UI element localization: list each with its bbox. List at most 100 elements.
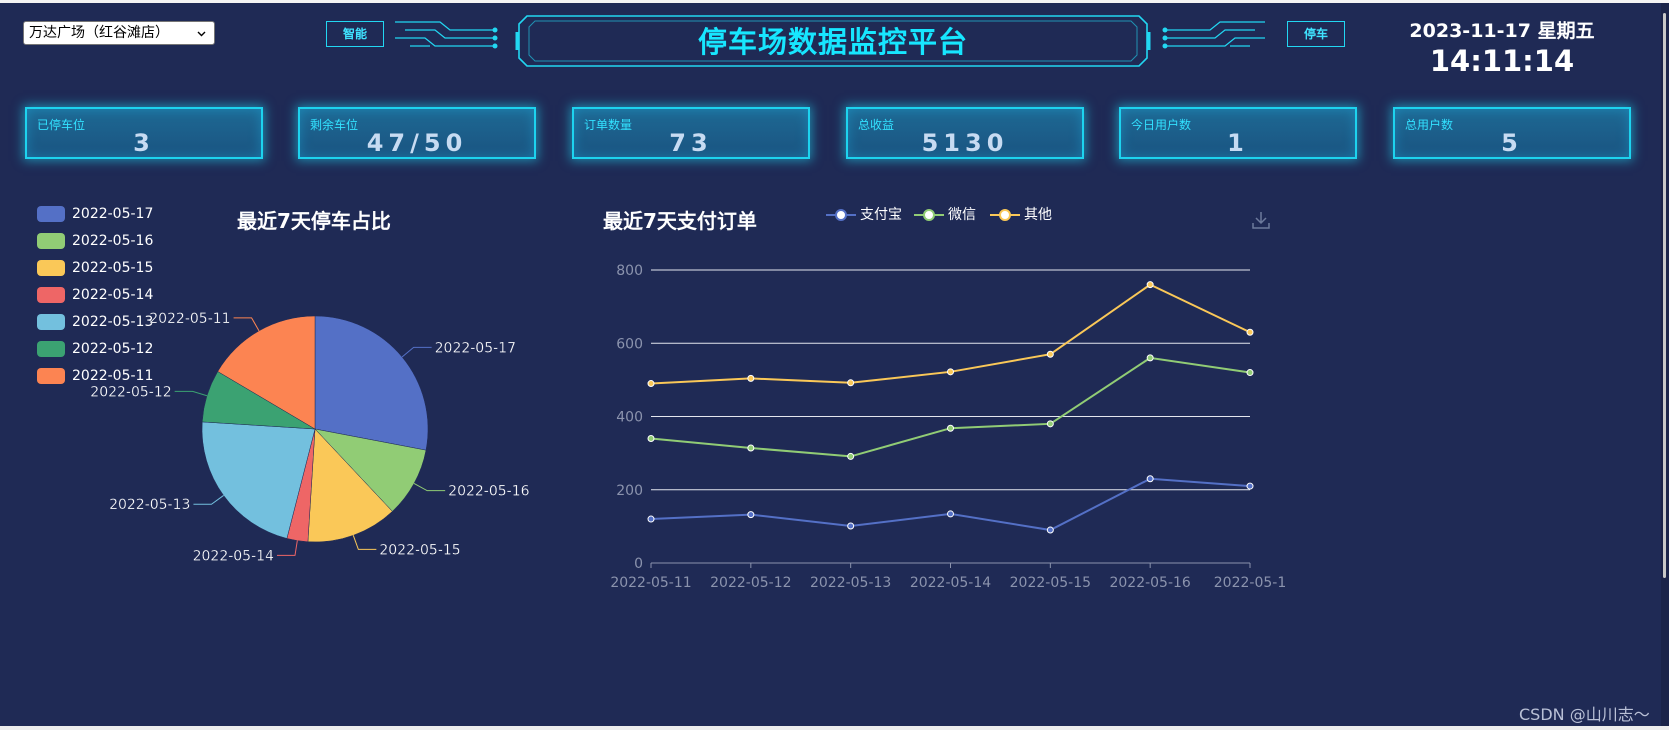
pie-label-line: [233, 317, 260, 332]
legend-label: 2022-05-17: [72, 206, 154, 222]
y-tick-label: 200: [616, 483, 643, 499]
legend-swatch: [37, 368, 65, 384]
y-tick-label: 800: [616, 263, 643, 279]
data-point[interactable]: [647, 434, 655, 442]
line-chart-title: 最近7天支付订单: [603, 209, 757, 233]
data-point[interactable]: [947, 510, 954, 518]
x-tick-label: 2022-05-16: [1109, 575, 1190, 591]
data-point[interactable]: [1146, 475, 1154, 483]
stat-label: 已停车位: [37, 118, 86, 132]
data-point[interactable]: [747, 444, 755, 452]
page-title: 停车场数据监控平台: [697, 25, 968, 59]
data-point[interactable]: [1246, 328, 1254, 336]
pie-chart: 2022-05-17 2022-05-16 2022-05-15 2022-05-14…: [90, 311, 530, 565]
tag-parking: 停车: [1287, 21, 1345, 47]
data-point[interactable]: [847, 522, 855, 530]
pie-slice-label: 2022-05-15: [379, 542, 460, 558]
stat-value: 73: [669, 129, 713, 157]
data-point[interactable]: [947, 424, 954, 432]
legend-line-icon: [914, 209, 944, 221]
stat-label: 今日用户数: [1131, 118, 1192, 132]
legend-label: 支付宝: [860, 207, 902, 223]
data-point[interactable]: [647, 515, 655, 523]
pie-slice[interactable]: [314, 428, 427, 512]
data-point[interactable]: [1046, 526, 1054, 534]
pie-chart-title: 最近7天停车占比: [237, 209, 391, 233]
legend-line-icon: [990, 209, 1020, 221]
top-border: [0, 0, 1669, 3]
current-date: 2023-11-17 星期五: [1409, 20, 1595, 42]
data-point[interactable]: [747, 511, 755, 519]
stat-card-remaining: 剩余车位 47/50: [298, 107, 536, 159]
stat-card-orders: 订单数量 73: [572, 107, 810, 159]
stat-label: 订单数量: [584, 118, 633, 132]
legend-label: 2022-05-11: [72, 368, 154, 384]
data-point[interactable]: [1046, 420, 1054, 428]
data-point[interactable]: [1246, 482, 1254, 490]
x-tick-label: 2022-05-14: [910, 575, 991, 591]
pie-slice-label: 2022-05-13: [109, 497, 190, 513]
location-select[interactable]: 万达广场（红谷滩店）: [23, 21, 215, 45]
pie-label-line: [174, 390, 208, 397]
legend-swatch: [37, 287, 65, 303]
data-point[interactable]: [1046, 350, 1054, 358]
legend-label: 2022-05-16: [72, 233, 154, 249]
x-tick-label: 2022-05-11: [610, 575, 691, 591]
x-tick-label: 2022-05-12: [710, 575, 791, 591]
pie-label-line: [276, 540, 298, 556]
download-icon[interactable]: [1251, 210, 1271, 230]
data-point[interactable]: [947, 368, 954, 376]
legend-label: 2022-05-12: [72, 341, 154, 357]
stat-value: 47/50: [366, 129, 468, 157]
stat-value: 5: [1501, 129, 1523, 157]
pie-slice-label: 2022-05-16: [448, 484, 529, 500]
data-point[interactable]: [1246, 369, 1254, 377]
x-tick-label: 2022-05-13: [810, 575, 891, 591]
stat-value: 5130: [921, 129, 1009, 157]
stat-card-total-users: 总用户数 5: [1393, 107, 1631, 159]
data-point[interactable]: [1146, 281, 1154, 289]
legend-label: 微信: [948, 207, 976, 223]
legend-swatch: [37, 206, 65, 222]
stat-card-revenue: 总收益 5130: [846, 107, 1084, 159]
legend-swatch: [37, 233, 65, 249]
stat-label: 总收益: [858, 118, 895, 132]
legend-label: 2022-05-15: [72, 260, 154, 276]
circuit-lines-left-icon: [395, 21, 498, 49]
chevron-down-icon: [197, 31, 206, 37]
stat-label: 总用户数: [1405, 118, 1454, 132]
pie-slice-label: 2022-05-17: [435, 340, 516, 356]
data-point[interactable]: [747, 374, 755, 382]
data-point[interactable]: [1146, 354, 1154, 362]
stat-value: 1: [1227, 129, 1249, 157]
scrollbar[interactable]: [1661, 3, 1669, 726]
x-tick-label: 2022-05-15: [1010, 575, 1091, 591]
pie-label-line: [401, 346, 432, 358]
pie-slice[interactable]: [314, 315, 429, 451]
legend-label: 2022-05-13: [72, 314, 154, 330]
pie-slice-label: 2022-05-11: [149, 311, 230, 327]
data-point[interactable]: [847, 379, 855, 387]
pie-slice-label: 2022-05-14: [193, 548, 274, 564]
bottom-border: [0, 726, 1669, 730]
legend-label: 其他: [1024, 207, 1052, 223]
stat-value: 3: [133, 129, 155, 157]
current-time: 14:11:14: [1429, 44, 1575, 78]
tag-smart: 智能: [326, 21, 384, 47]
scrollbar-thumb[interactable]: [1663, 13, 1666, 578]
data-point[interactable]: [647, 380, 655, 388]
circuit-lines-right-icon: [1162, 21, 1265, 49]
pie-slice-label: 2022-05-12: [90, 384, 171, 400]
legend-swatch: [37, 314, 65, 330]
pie-label-line: [193, 495, 224, 505]
line-chart: 0 200 400 600 800 2022-05-11 2022-05-12 2022-05…: [610, 263, 1286, 591]
watermark: CSDN @山川志～: [1519, 705, 1650, 724]
y-tick-label: 0: [634, 556, 643, 572]
x-tick-label: 2022-05-1: [1214, 575, 1286, 591]
stat-label: 剩余车位: [310, 118, 359, 132]
stat-card-occupied: 已停车位 3: [25, 107, 263, 159]
location-select-value: 万达广场（红谷滩店）: [29, 25, 169, 41]
pie-slice[interactable]: [307, 428, 393, 543]
legend-line-icon: [826, 209, 856, 221]
data-point[interactable]: [847, 452, 855, 460]
